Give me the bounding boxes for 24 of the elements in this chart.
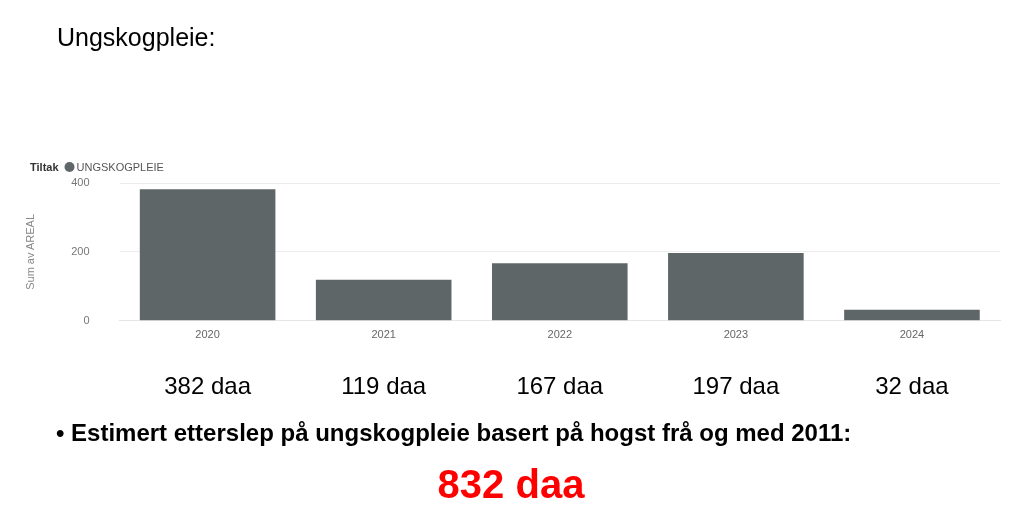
bar (668, 252, 804, 321)
bar (491, 263, 628, 321)
x-tick-label: 2020 (195, 328, 220, 341)
y-tick-label: 400 (71, 176, 90, 189)
bar (139, 189, 276, 321)
x-tick-label: 2024 (899, 328, 925, 341)
legend-title: Tiltak (30, 161, 60, 173)
data-label: 382 daa (164, 372, 252, 399)
text: 832 daa (437, 462, 586, 506)
y-tick-label: 0 (83, 313, 90, 326)
legend-label: UNGSKOGPLEIE (76, 161, 164, 173)
text: • Estimert etterslep på ungskogpleie basert på hogst frå og med 2011: (56, 419, 852, 446)
x-tick-label: 2021 (371, 328, 396, 341)
y-axis-title: Sum av AREAL (23, 213, 36, 290)
bar (315, 279, 452, 321)
x-tick-label: 2022 (547, 328, 573, 341)
y-tick-label: 200 (71, 244, 90, 257)
data-label: 197 daa (692, 372, 780, 399)
data-label: 119 daa (341, 372, 427, 399)
chart-title: Ungskogpleie: (57, 23, 216, 51)
data-label: 167 daa (516, 372, 604, 399)
bar (844, 309, 980, 321)
data-label: 32 daa (875, 372, 950, 399)
x-tick-label: 2023 (723, 328, 749, 341)
